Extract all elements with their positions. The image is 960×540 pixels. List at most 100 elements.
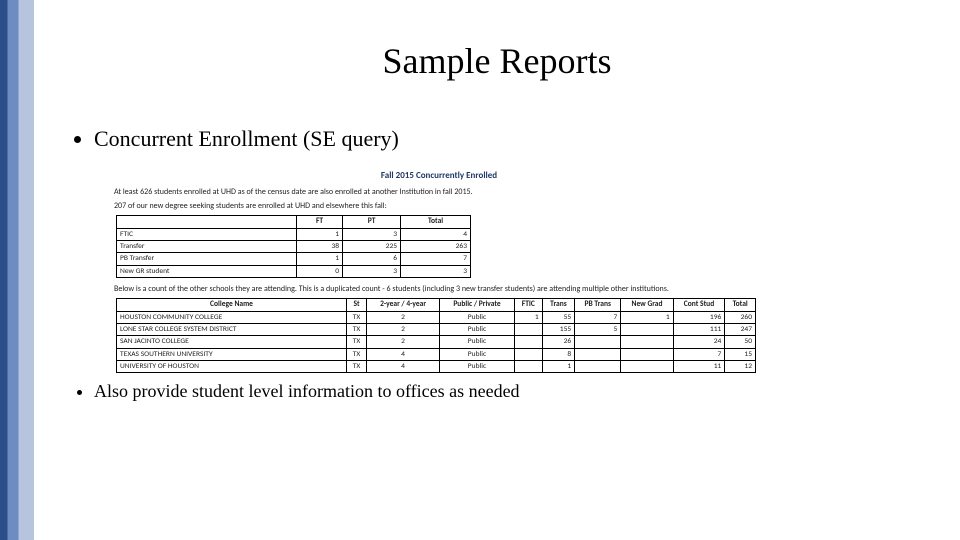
- row-value: Public: [440, 323, 515, 335]
- college-name: LONE STAR COLLEGE SYSTEM DISTRICT: [117, 323, 347, 335]
- row-value: 24: [673, 336, 725, 348]
- row-value: 2: [367, 323, 440, 335]
- row-value: 7: [401, 253, 471, 265]
- row-value: 1: [514, 311, 542, 323]
- table-row: UNIVERSITY OF HOUSTONTX4Public11112: [117, 361, 756, 373]
- detail-header: College Name: [117, 299, 347, 311]
- detail-header: 2-year / 4-year: [367, 299, 440, 311]
- table-row: Transfer38225263: [117, 241, 471, 253]
- row-label: PB Transfer: [117, 253, 297, 265]
- row-value: 260: [725, 311, 756, 323]
- slide-body: Sample Reports Concurrent Enrollment (SE…: [34, 0, 960, 540]
- row-value: [514, 336, 542, 348]
- slide-accent-bar: [0, 0, 34, 540]
- row-value: 4: [401, 228, 471, 240]
- report-line-2: 207 of our new degree seeking students a…: [114, 201, 764, 211]
- row-value: 5: [575, 323, 621, 335]
- row-value: Public: [440, 361, 515, 373]
- row-value: 3: [343, 265, 401, 277]
- college-name: HOUSTON COMMUNITY COLLEGE: [117, 311, 347, 323]
- row-label: New GR student: [117, 265, 297, 277]
- row-value: [514, 348, 542, 360]
- row-value: 38: [297, 241, 343, 253]
- row-value: 0: [297, 265, 343, 277]
- detail-header: St: [347, 299, 367, 311]
- detail-header: New Grad: [621, 299, 673, 311]
- summary-header: Total: [401, 216, 471, 228]
- row-value: [621, 361, 673, 373]
- table-row: PB Transfer167: [117, 253, 471, 265]
- row-value: Public: [440, 311, 515, 323]
- row-value: 6: [343, 253, 401, 265]
- report-line-3: Below is a count of the other schools th…: [114, 284, 764, 294]
- summary-table: FTPTTotal FTIC134Transfer38225263PB Tran…: [116, 215, 471, 278]
- row-value: 4: [367, 361, 440, 373]
- row-value: Public: [440, 348, 515, 360]
- row-value: TX: [347, 311, 367, 323]
- row-value: [621, 323, 673, 335]
- row-value: 263: [401, 241, 471, 253]
- college-name: SAN JACINTO COLLEGE: [117, 336, 347, 348]
- summary-header: PT: [343, 216, 401, 228]
- report-line-1: At least 626 students enrolled at UHD as…: [114, 187, 764, 197]
- row-value: 55: [542, 311, 574, 323]
- row-label: FTIC: [117, 228, 297, 240]
- bullet-concurrent-enrollment: Concurrent Enrollment (SE query): [94, 126, 940, 152]
- row-value: [621, 348, 673, 360]
- table-row: FTIC134: [117, 228, 471, 240]
- college-name: UNIVERSITY OF HOUSTON: [117, 361, 347, 373]
- table-row: SAN JACINTO COLLEGETX2Public 26 2450: [117, 336, 756, 348]
- row-value: 26: [542, 336, 574, 348]
- detail-header: Total: [725, 299, 756, 311]
- row-value: 11: [673, 361, 725, 373]
- row-value: 7: [673, 348, 725, 360]
- bullet-student-level-info: Also provide student level information t…: [94, 381, 940, 402]
- row-value: 12: [725, 361, 756, 373]
- report-heading: Fall 2015 Concurrently Enrolled: [114, 170, 764, 181]
- row-value: 2: [367, 311, 440, 323]
- detail-header: PB Trans: [575, 299, 621, 311]
- row-value: 7: [575, 311, 621, 323]
- row-value: [575, 361, 621, 373]
- row-value: [575, 348, 621, 360]
- table-row: TEXAS SOUTHERN UNIVERSITYTX4Public8715: [117, 348, 756, 360]
- row-value: [514, 323, 542, 335]
- row-value: 196: [673, 311, 725, 323]
- row-value: 225: [343, 241, 401, 253]
- row-value: 1: [297, 228, 343, 240]
- table-row: LONE STAR COLLEGE SYSTEM DISTRICTTX2Publ…: [117, 323, 756, 335]
- summary-header: [117, 216, 297, 228]
- detail-header: FTIC: [514, 299, 542, 311]
- detail-header: Cont Stud: [673, 299, 725, 311]
- detail-table: College NameSt2-year / 4-yearPublic / Pr…: [116, 298, 756, 373]
- row-value: 1: [542, 361, 574, 373]
- row-value: 1: [297, 253, 343, 265]
- row-value: [621, 336, 673, 348]
- bullet-list-bottom: Also provide student level information t…: [94, 381, 940, 402]
- row-label: Transfer: [117, 241, 297, 253]
- bullet-list-top: Concurrent Enrollment (SE query): [94, 126, 940, 152]
- table-row: New GR student033: [117, 265, 471, 277]
- detail-header: Trans: [542, 299, 574, 311]
- row-value: 247: [725, 323, 756, 335]
- row-value: TX: [347, 336, 367, 348]
- slide-title: Sample Reports: [54, 40, 940, 82]
- row-value: 4: [367, 348, 440, 360]
- row-value: 3: [401, 265, 471, 277]
- summary-header: FT: [297, 216, 343, 228]
- table-row: HOUSTON COMMUNITY COLLEGETX2Public155711…: [117, 311, 756, 323]
- row-value: Public: [440, 336, 515, 348]
- college-name: TEXAS SOUTHERN UNIVERSITY: [117, 348, 347, 360]
- embedded-report: Fall 2015 Concurrently Enrolled At least…: [114, 170, 764, 373]
- row-value: 2: [367, 336, 440, 348]
- row-value: 15: [725, 348, 756, 360]
- row-value: 1: [621, 311, 673, 323]
- row-value: TX: [347, 361, 367, 373]
- row-value: 50: [725, 336, 756, 348]
- detail-header: Public / Private: [440, 299, 515, 311]
- row-value: 155: [542, 323, 574, 335]
- row-value: 111: [673, 323, 725, 335]
- row-value: TX: [347, 323, 367, 335]
- row-value: [575, 336, 621, 348]
- row-value: 8: [542, 348, 574, 360]
